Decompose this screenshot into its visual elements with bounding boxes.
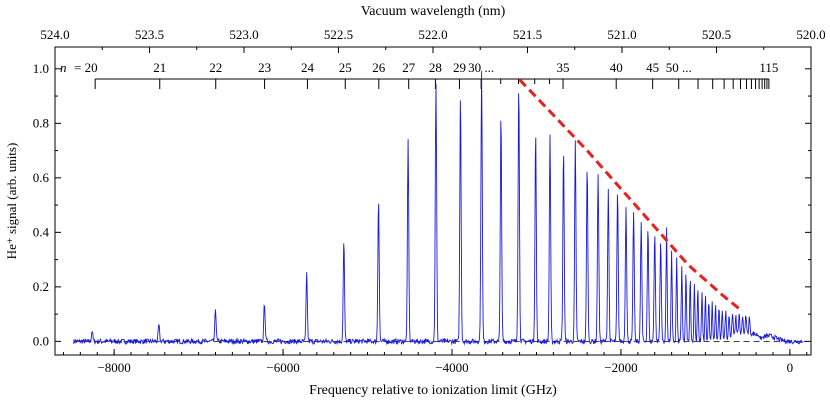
y-tick-label: 0.2 <box>33 279 49 294</box>
n-scale-label: 24 <box>301 60 315 75</box>
n-scale-label: 50 ... <box>666 60 692 75</box>
n-scale-label: 35 <box>557 60 570 75</box>
top-tick-label: 524.0 <box>40 27 69 42</box>
n-scale-label: 22 <box>209 60 222 75</box>
top-axis-ticks: 524.0 523.5 523.0 522.5 522.0 521.5 521.0 520.5… <box>40 27 826 53</box>
x-axis-label: Frequency relative to ionization limit (… <box>309 383 557 398</box>
n-scale-label: 40 <box>610 60 623 75</box>
y-tick-label: 1.0 <box>33 61 49 76</box>
n-scale-label: 115 <box>759 60 778 75</box>
top-tick-label: 520.0 <box>796 27 825 42</box>
n-scale-label: 23 <box>258 60 271 75</box>
n-scale-label: 29 <box>453 60 466 75</box>
principal-quantum-number-scale: n = 20 21 22 23 24 25 26 27 28 29 30 ... 35 40 45 50 … <box>60 60 778 89</box>
y-tick-label: 0.0 <box>33 333 49 348</box>
n-scale-first-label: = 20 <box>74 60 98 75</box>
x-tick-label: −8000 <box>97 360 130 375</box>
n-scale-label: 21 <box>153 60 166 75</box>
y-axis-ticks: 0.0 0.2 0.4 0.6 0.8 1.0 <box>33 61 811 348</box>
n-scale-label: 45 <box>646 60 659 75</box>
top-axis-label: Vacuum wavelength (nm) <box>361 4 506 19</box>
y-tick-label: 0.8 <box>33 115 49 130</box>
top-tick-label: 520.5 <box>702 27 731 42</box>
x-axis-ticks: −8000 −6000 −4000 −2000 0 <box>62 349 808 375</box>
n-scale-prefix: n <box>60 60 67 75</box>
top-tick-label: 522.5 <box>324 27 353 42</box>
y-tick-label: 0.6 <box>33 170 50 185</box>
top-tick-label: 523.5 <box>135 27 164 42</box>
top-tick-label: 521.0 <box>607 27 636 42</box>
x-tick-label: −2000 <box>604 360 637 375</box>
envelope-fit-line <box>518 78 741 310</box>
n-scale-label: 25 <box>339 60 352 75</box>
x-tick-label: 0 <box>787 360 794 375</box>
n-scale-label: 28 <box>429 60 442 75</box>
y-tick-label: 0.4 <box>33 224 50 239</box>
top-tick-label: 521.5 <box>513 27 542 42</box>
n-scale-label: 27 <box>402 60 416 75</box>
y-axis-label: He⁺ signal (arb. units) <box>4 143 19 260</box>
spectrum-trace <box>73 70 803 346</box>
x-tick-label: −4000 <box>435 360 468 375</box>
top-tick-label: 522.0 <box>418 27 447 42</box>
x-tick-label: −6000 <box>266 360 299 375</box>
top-tick-label: 523.0 <box>229 27 258 42</box>
n-scale-label: 26 <box>372 60 386 75</box>
n-scale-label: 30 ... <box>468 60 494 75</box>
